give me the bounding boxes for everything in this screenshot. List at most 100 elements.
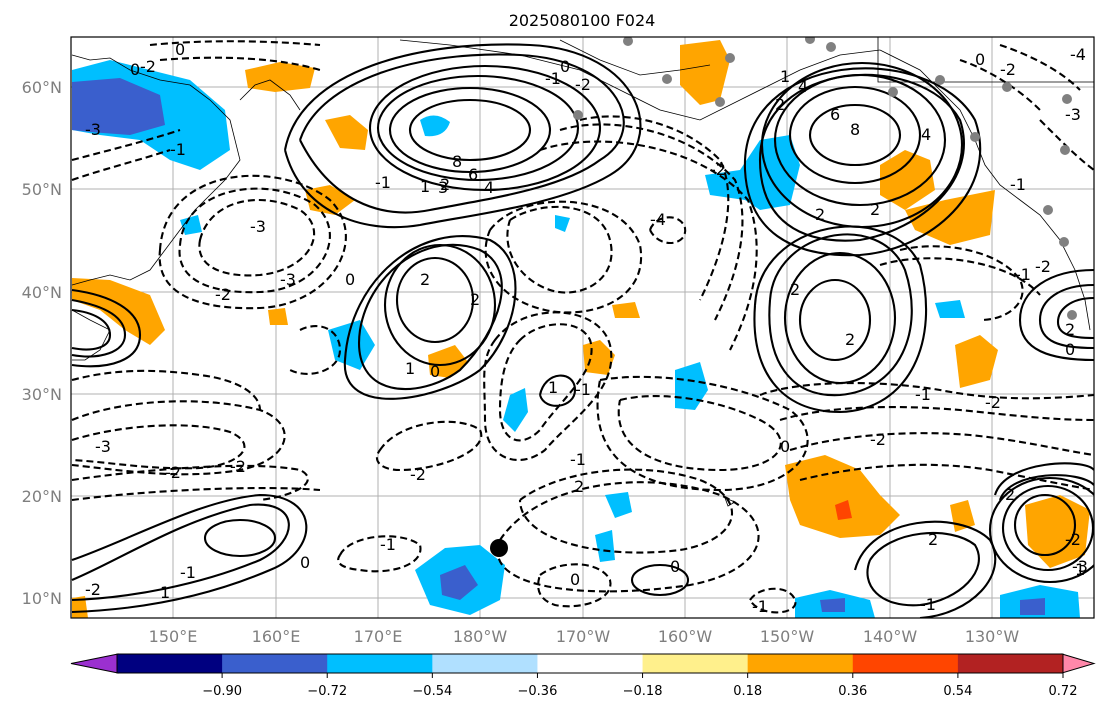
contour-lines (71, 40, 1094, 618)
contour-label: -3 (95, 437, 111, 456)
colorbar-tick-label: 0.72 (1049, 684, 1078, 699)
anomaly-patch (245, 62, 315, 92)
colorbar-segment (327, 654, 433, 673)
anomaly-patch (955, 335, 998, 388)
lon-label: 160°E (252, 627, 301, 646)
contour-label: 0 (780, 437, 790, 456)
anomaly-patch (605, 492, 632, 518)
contour-label: -4 (650, 210, 666, 229)
station-dot (1067, 310, 1077, 320)
contour-label: 2 (440, 175, 450, 194)
colorbar-tick-label: 0.36 (838, 684, 867, 699)
contour-label: 3 (438, 178, 448, 197)
station-dot (715, 97, 725, 107)
contour-label: 2 (420, 270, 430, 289)
contour-label: -2 (1065, 530, 1081, 549)
contour-label: -1 (545, 69, 561, 88)
contour-label: 2 (815, 205, 825, 224)
contour-label: -1 (920, 595, 936, 614)
contour-label: -4 (1070, 45, 1086, 64)
anomaly-patch (835, 500, 852, 520)
colorbar-tick-label: −0.90 (202, 684, 242, 699)
contour-label: 6 (468, 165, 478, 184)
contour-label: -3 (1065, 105, 1081, 124)
colorbar-arrow-high (1061, 653, 1096, 674)
anomaly-patch (328, 320, 375, 370)
station-dot (1060, 145, 1070, 155)
contour-label: 2 (790, 280, 800, 299)
contour-label: -2 (165, 463, 181, 482)
colorbar-segment (537, 654, 644, 673)
contour-label: -2 (710, 160, 726, 179)
contour-label: 8 (452, 152, 462, 171)
latitude-labels: 10°N 20°N 30°N 40°N 50°N 60°N (22, 78, 62, 608)
contour-label: 0 (130, 60, 140, 79)
lon-label: 180°W (453, 627, 508, 646)
lon-label: 170°E (354, 627, 403, 646)
colorbar-frame (116, 653, 1064, 674)
contour-label: -1 (375, 173, 391, 192)
lon-label: 150°E (149, 627, 198, 646)
contour-label: -1 (1010, 175, 1026, 194)
colorbar-segment (747, 654, 854, 673)
lat-label: 20°N (22, 487, 62, 506)
contour-label: -1 (1015, 265, 1031, 284)
contour-label: 4 (798, 77, 808, 96)
anomaly-patch (905, 190, 995, 245)
colorbar-tick-label: −0.18 (623, 684, 663, 699)
contour-label: 1 (420, 177, 430, 196)
colorbar-segment (432, 654, 538, 673)
lat-label: 50°N (22, 180, 62, 199)
contour-label: -2 (215, 285, 231, 304)
map-area: 0 -2 -1 0 -3 -2 -3 0 -2 -3 -2 -4 -1 0 -1… (71, 37, 1094, 618)
contour-label: 2 (870, 200, 880, 219)
lon-label: 150°W (760, 627, 815, 646)
station-dot (1002, 82, 1012, 92)
contour-label: 2 (470, 290, 480, 309)
contour-label: -2 (85, 580, 101, 599)
station-dot (888, 87, 898, 97)
contour-label: 0 (430, 362, 440, 381)
colorbar-segment (117, 654, 223, 673)
contour-label: -2 (140, 57, 156, 76)
colorbar-arrow-low (70, 653, 119, 674)
contour-label: -2 (985, 393, 1001, 412)
station-dot (826, 42, 836, 52)
anomaly-patch (503, 388, 528, 432)
contour-label: 0 (345, 270, 355, 289)
contour-label: -2 (870, 430, 886, 449)
contour-label: -1 (170, 140, 186, 159)
marker-dot (490, 539, 508, 557)
contour-label: 8 (850, 120, 860, 139)
contour-label: 0 (560, 57, 570, 76)
contour-label: 1 (548, 378, 558, 397)
contour-label: -3 (250, 217, 266, 236)
contour-label: 2 (845, 330, 855, 349)
contour-label: 1 (405, 359, 415, 378)
station-markers (490, 37, 1077, 557)
contour-label: -1 (575, 380, 591, 399)
lat-label: 10°N (22, 589, 62, 608)
contour-label: 2 (574, 477, 584, 496)
anomaly-patch (820, 598, 845, 612)
anomaly-patch (440, 565, 478, 600)
contour-label: -1 (752, 597, 768, 616)
anomaly-patch (72, 78, 165, 135)
station-dot (623, 37, 633, 46)
contour-label: -2 (410, 465, 426, 484)
contour-label: 6 (830, 105, 840, 124)
anomaly-patch (1020, 598, 1045, 615)
longitude-labels: 150°E 160°E 170°E 180°W 170°W 160°W 150°… (149, 627, 1020, 646)
contour-label: 2 (1065, 320, 1075, 339)
contour-label: 0 (300, 553, 310, 572)
contour-label: -1 (570, 450, 586, 469)
colorbar-segment (222, 654, 328, 673)
contour-label: 1 (780, 67, 790, 86)
contour-label: 0 (975, 50, 985, 69)
anomaly-patch (420, 115, 450, 137)
contour-label: 0 (1065, 340, 1075, 359)
contour-label: 0 (175, 40, 185, 59)
anomaly-patch (1025, 495, 1090, 568)
anomaly-patch (680, 40, 730, 105)
